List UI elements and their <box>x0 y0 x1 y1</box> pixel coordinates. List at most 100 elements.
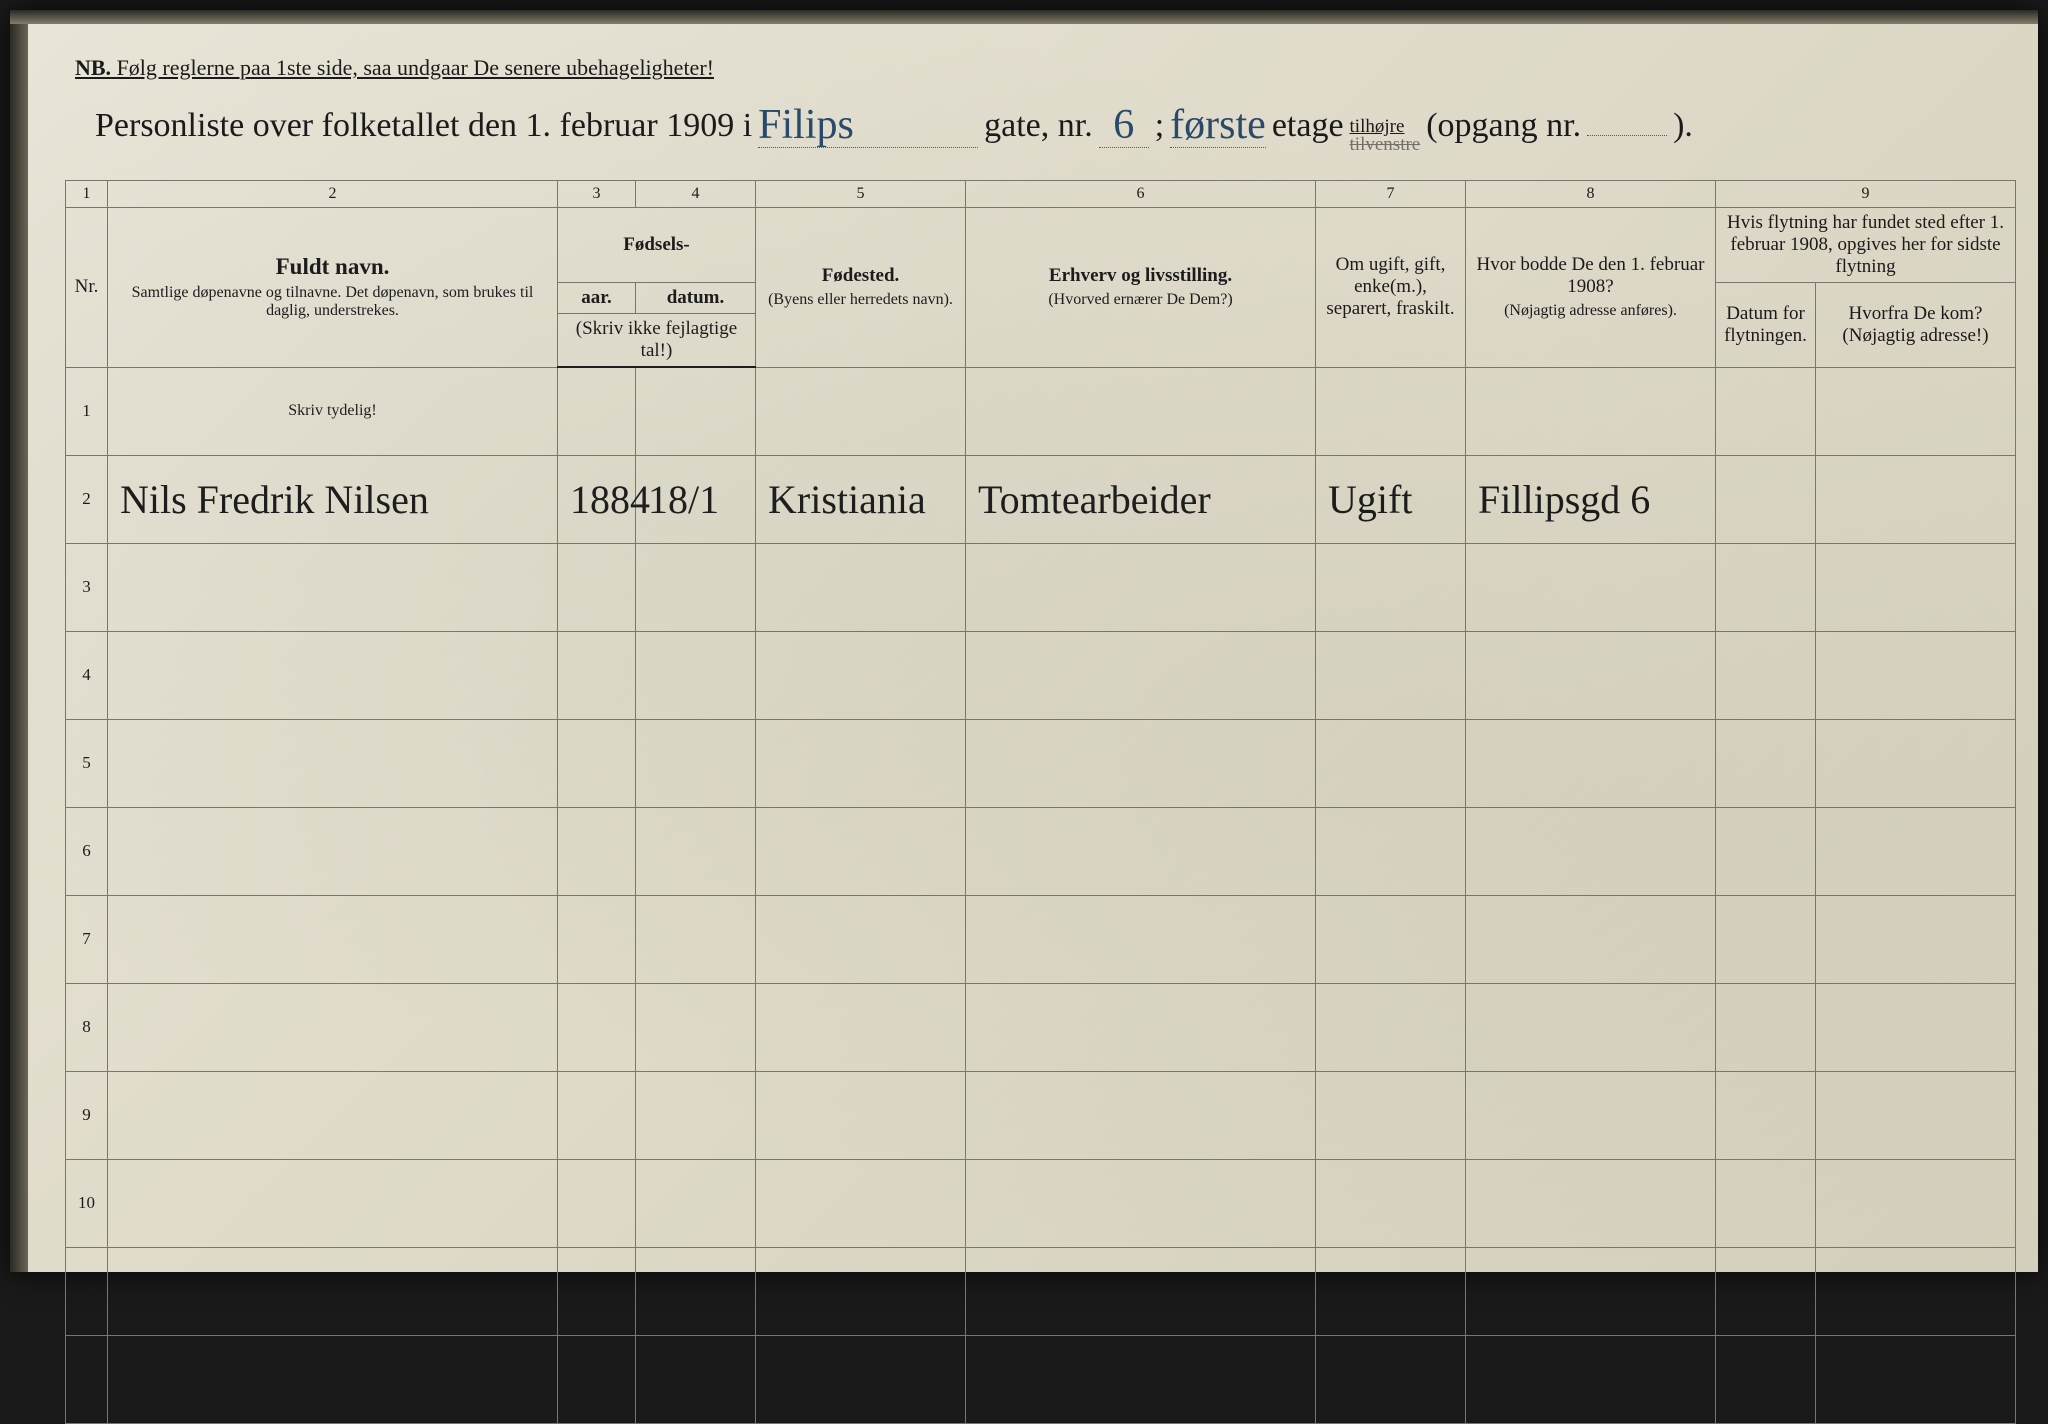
cell-mfrom <box>1816 1159 2016 1247</box>
colnum-7: 7 <box>1316 181 1466 208</box>
cell-addr <box>1466 1247 1716 1335</box>
cell-occ <box>966 895 1316 983</box>
cell-mfrom <box>1816 455 2016 543</box>
cell-addr: Fillipsgd 6 <box>1466 455 1716 543</box>
cell-year <box>558 1159 636 1247</box>
nb-line: NB. Følg reglerne paa 1ste side, saa und… <box>65 55 2008 81</box>
cell-mdate <box>1716 543 1816 631</box>
census-table: 1 2 3 4 5 6 7 8 9 Nr. Fuldt navn. Samtli… <box>65 180 2016 1424</box>
cell-occ <box>966 983 1316 1071</box>
cell-place <box>756 543 966 631</box>
table-row: 6 <box>66 807 2016 895</box>
opgang-blank <box>1587 135 1667 136</box>
title-semi: ; <box>1155 107 1164 145</box>
cell-ms <box>1316 983 1466 1071</box>
cell-addr <box>1466 1071 1716 1159</box>
cell-mfrom <box>1816 631 2016 719</box>
cell-name: Nils Fredrik Nilsen <box>108 455 558 543</box>
cell-year <box>558 543 636 631</box>
table-row: 8 <box>66 983 2016 1071</box>
hdr-fodsels: Fødsels- <box>558 208 756 283</box>
cell-name <box>108 543 558 631</box>
cell-ms <box>1316 719 1466 807</box>
cell-mdate <box>1716 455 1816 543</box>
cell-year <box>558 367 636 455</box>
colnum-4: 4 <box>636 181 756 208</box>
cell-name <box>108 1335 558 1423</box>
cell-ms <box>1316 895 1466 983</box>
row-nr: 6 <box>66 807 108 895</box>
etage-hand: første <box>1170 102 1266 148</box>
cell-date <box>636 983 756 1071</box>
cell-year <box>558 1335 636 1423</box>
cell-date <box>636 719 756 807</box>
rows-body: 1Skriv tydelig!2Nils Fredrik Nilsen18841… <box>66 367 2016 1423</box>
cell-occ <box>966 807 1316 895</box>
street-name-hand: Filips <box>758 102 854 148</box>
cell-date: 18/1 <box>636 455 756 543</box>
header-row-1: Nr. Fuldt navn. Samtlige døpenavne og ti… <box>66 208 2016 283</box>
cell-place: Kristiania <box>756 455 966 543</box>
cell-year <box>558 1071 636 1159</box>
cell-occ <box>966 1335 1316 1423</box>
table-row: 7 <box>66 895 2016 983</box>
colnum-row: 1 2 3 4 5 6 7 8 9 <box>66 181 2016 208</box>
street-nr-hand: 6 <box>1113 102 1134 148</box>
table-row: 5 <box>66 719 2016 807</box>
colnum-1: 1 <box>66 181 108 208</box>
cell-year <box>558 719 636 807</box>
cell-place <box>756 895 966 983</box>
cell-mdate <box>1716 1335 1816 1423</box>
census-page: NB. Følg reglerne paa 1ste side, saa und… <box>10 10 2038 1272</box>
table-row: 4 <box>66 631 2016 719</box>
cell-date <box>636 1247 756 1335</box>
row-nr: 7 <box>66 895 108 983</box>
cell-mfrom <box>1816 367 2016 455</box>
hdr-name: Fuldt navn. Samtlige døpenavne og tilnav… <box>108 208 558 368</box>
row-nr: 11 <box>66 1247 108 1335</box>
cell-mfrom <box>1816 719 2016 807</box>
cell-name <box>108 1071 558 1159</box>
row-nr: 5 <box>66 719 108 807</box>
cell-occ <box>966 1071 1316 1159</box>
colnum-2: 2 <box>108 181 558 208</box>
cell-ms: Ugift <box>1316 455 1466 543</box>
cell-mfrom <box>1816 807 2016 895</box>
hdr-aarnote: (Skriv ikke fejlagtige tal!) <box>558 314 756 368</box>
cell-name <box>108 983 558 1071</box>
cell-occ <box>966 367 1316 455</box>
table-row: 1Skriv tydelig! <box>66 367 2016 455</box>
cell-mdate <box>1716 719 1816 807</box>
cell-year <box>558 631 636 719</box>
cell-name <box>108 1159 558 1247</box>
cell-addr <box>1466 895 1716 983</box>
cell-mdate <box>1716 631 1816 719</box>
cell-ms <box>1316 1247 1466 1335</box>
nb-prefix: NB. <box>75 55 111 80</box>
cell-name <box>108 895 558 983</box>
row-nr: 3 <box>66 543 108 631</box>
side-bot: tilvenstre <box>1350 136 1421 154</box>
cell-ms <box>1316 807 1466 895</box>
cell-ms <box>1316 543 1466 631</box>
row-nr: 4 <box>66 631 108 719</box>
cell-ms <box>1316 1335 1466 1423</box>
cell-mfrom <box>1816 1247 2016 1335</box>
row-nr: 9 <box>66 1071 108 1159</box>
hdr-occ: Erhverv og livsstilling. (Hvorved ernære… <box>966 208 1316 368</box>
cell-occ <box>966 1159 1316 1247</box>
title-etage: etage <box>1272 107 1344 145</box>
table-row: 10 <box>66 1159 2016 1247</box>
cell-name <box>108 1247 558 1335</box>
cell-ms <box>1316 1159 1466 1247</box>
hdr-nr: Nr. <box>66 208 108 368</box>
cell-year: 1884 <box>558 455 636 543</box>
cell-date <box>636 895 756 983</box>
title-close: ). <box>1673 107 1693 145</box>
cell-ms <box>1316 1071 1466 1159</box>
cell-year <box>558 983 636 1071</box>
hdr-place: Fødested. (Byens eller herredets navn). <box>756 208 966 368</box>
cell-mfrom <box>1816 543 2016 631</box>
cell-year <box>558 1247 636 1335</box>
cell-addr <box>1466 719 1716 807</box>
